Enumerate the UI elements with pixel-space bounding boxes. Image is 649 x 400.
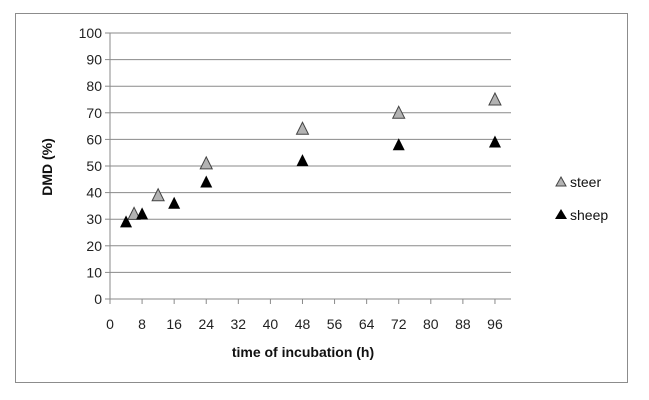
x-tick-label: 48 (295, 316, 311, 332)
x-tick-label: 32 (231, 316, 247, 332)
data-point-steer (151, 187, 165, 202)
y-axis-title: DMD (%) (39, 138, 55, 196)
x-tick-labels: 0 8 16 24 32 40 48 56 64 72 80 88 96 (106, 316, 503, 332)
data-point-steer (295, 121, 310, 135)
y-tick-labels: 0 10 20 30 40 50 60 70 80 90 100 (79, 25, 103, 307)
data-point-steer (127, 206, 141, 220)
x-tick-label: 88 (455, 316, 471, 332)
legend-marker-steer (555, 175, 567, 187)
data-point-sheep (488, 135, 501, 148)
x-tick-label: 16 (166, 316, 182, 332)
legend-item-sheep: sheep (555, 207, 608, 223)
data-point-sheep (296, 154, 309, 167)
x-tick-label: 72 (391, 316, 407, 332)
y-tick-label: 10 (86, 264, 102, 280)
y-tick-label: 40 (86, 185, 102, 201)
data-point-sheep (120, 215, 133, 228)
y-tick-label: 70 (86, 105, 102, 121)
axes (105, 32, 511, 304)
y-tick-label: 20 (86, 238, 102, 254)
y-tick-label: 60 (86, 131, 102, 147)
y-tick-label: 80 (86, 78, 102, 94)
grid-lines (110, 32, 511, 273)
data-points (120, 91, 502, 228)
y-tick-label: 100 (79, 25, 103, 41)
legend-label-steer: steer (570, 174, 601, 190)
legend-label-sheep: sheep (570, 207, 608, 223)
x-tick-label: 64 (359, 316, 375, 332)
x-tick-label: 8 (138, 316, 146, 332)
legend-marker-sheep (555, 209, 567, 219)
x-tick-label: 80 (423, 316, 439, 332)
x-tick-label: 96 (487, 316, 503, 332)
legend: steer sheep (555, 174, 608, 223)
x-axis-title: time of incubation (h) (232, 344, 374, 360)
y-tick-label: 50 (86, 158, 102, 174)
data-point-sheep (392, 138, 405, 151)
data-point-steer (488, 91, 502, 106)
data-point-steer (391, 105, 406, 119)
x-tick-label: 40 (263, 316, 279, 332)
y-tick-label: 30 (86, 211, 102, 227)
y-tick-label: 0 (94, 291, 102, 307)
data-point-sheep (168, 196, 181, 209)
x-tick-label: 56 (327, 316, 343, 332)
data-point-sheep (200, 175, 213, 188)
y-tick-label: 90 (86, 52, 102, 68)
x-tick-label: 24 (198, 316, 214, 332)
x-tick-label: 0 (106, 316, 114, 332)
legend-item-steer: steer (555, 174, 601, 190)
chart-frame (15, 13, 628, 383)
data-point-steer (199, 155, 214, 170)
data-point-sheep (136, 207, 149, 220)
